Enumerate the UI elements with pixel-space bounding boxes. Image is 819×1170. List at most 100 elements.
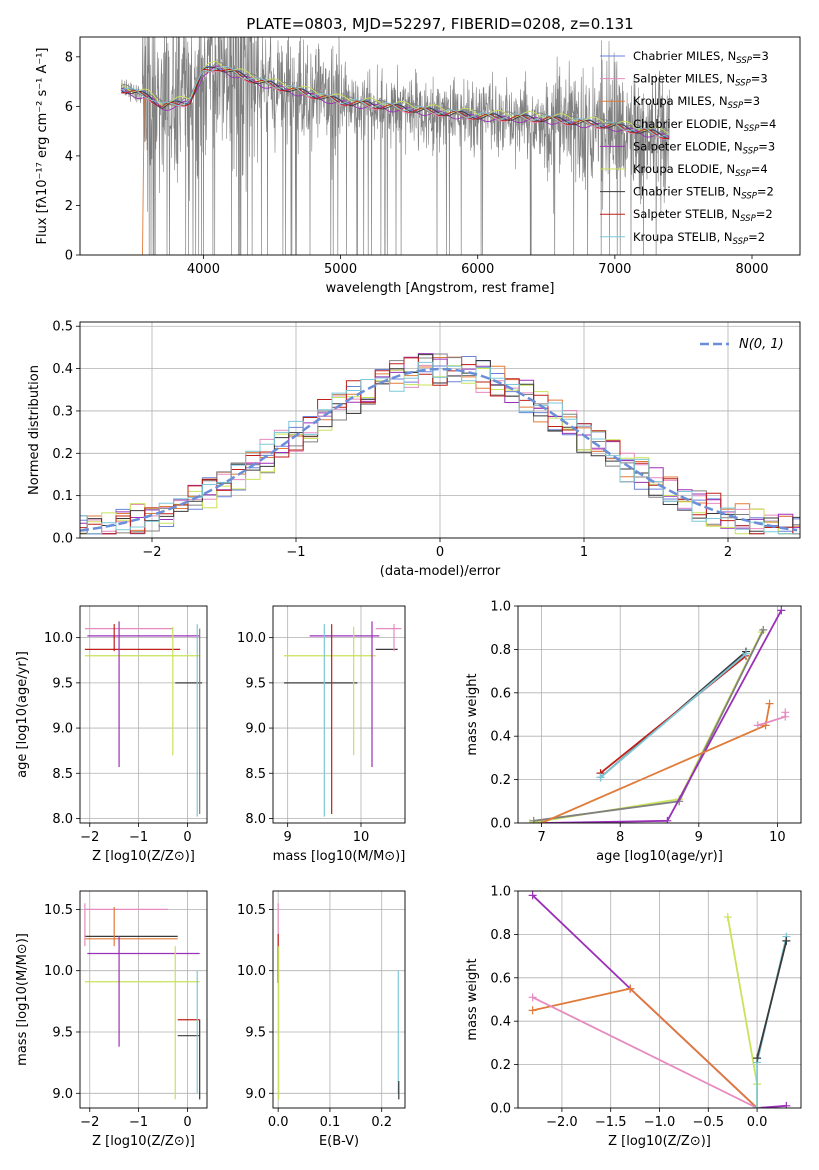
age_vs_Z-xlabel: Z [log10(Z/Z⊙)]: [92, 849, 195, 864]
massweight_vs_age-point-marker: [529, 816, 538, 823]
mass_vs_Z-frame: [79, 890, 208, 1109]
legend-label-suffix: =2: [756, 207, 773, 221]
legend-label: Kroupa MILES, NSSP=3: [633, 94, 760, 111]
mass_vs_ebv-xtick-label: 0.2: [371, 1115, 392, 1130]
age_vs_mass-ytick-label: 9.0: [245, 722, 266, 737]
age_vs_Z-xtick-label: −1: [129, 830, 148, 845]
age_vs_Z-ytick-label: 9.5: [52, 676, 73, 691]
massweight_vs_age-frame: [517, 605, 802, 824]
age_vs_Z-ylabel: age [log10(age/yr)]: [15, 651, 30, 778]
mass_vs_ebv-ytick-label: 9.0: [245, 1087, 266, 1102]
spectrum-model-line: [120, 66, 670, 140]
age_vs_mass-ytick-label: 8.5: [245, 767, 266, 782]
legend-label-sub: SSP: [740, 214, 756, 224]
spectrum-ytick-label: 6: [65, 100, 73, 115]
legend-label-suffix: =2: [748, 230, 765, 244]
massweight_vs_age-xtick-label: 8: [616, 830, 624, 845]
legend-label-sub: SSP: [744, 124, 760, 134]
massweight_vs_age-ytick-label: 0.6: [490, 686, 511, 701]
legend-label-text: Salpeter STELIB, N: [633, 207, 740, 221]
massweight_vs_age-ytick-label: 0.4: [490, 730, 511, 745]
legend-label-suffix: =3: [752, 49, 769, 63]
massweight_vs_Z-point-marker: [753, 1104, 762, 1108]
residuals-xtick-label: −1: [286, 545, 305, 560]
spectrum-xtick-label: 4000: [187, 262, 220, 277]
residuals-xtick-label: −2: [142, 545, 161, 560]
massweight_vs_Z-xtick-label: −1.5: [595, 1115, 627, 1130]
residuals-frame: [79, 321, 801, 539]
residuals-ylabel: Normed distribution: [27, 365, 42, 495]
spectrum-data-line: [120, 37, 670, 255]
spectrum-plot-area: [120, 37, 670, 255]
spectrum-axes: 4000 5000 6000 7000 8000 0 2 4 6 8 wavelength [Ang…: [35, 36, 801, 296]
legend-label-sub: SSP: [735, 169, 751, 179]
legend-label-suffix: =3: [758, 139, 775, 153]
mass_vs_Z-ylabel: mass [log10(M/M⊙)]: [15, 933, 30, 1066]
spectrum-xtick-label: 7000: [598, 262, 631, 277]
legend-label: Chabrier ELODIE, NSSP=4: [633, 117, 776, 134]
massweight_vs_age-point-marker: [753, 721, 762, 730]
massweight_vs_Z-point-marker: [782, 1101, 791, 1108]
mass_vs_ebv-xtick-label: 0.0: [268, 1115, 289, 1130]
age_vs_mass-xlabel: mass [log10(M/M⊙)]: [273, 849, 406, 864]
massweight_vs_Z-series-line: [532, 987, 758, 1108]
massweight_vs_age-point-marker: [777, 606, 786, 615]
normal-curve-line: [80, 367, 798, 532]
legend-label-text: Chabrier ELODIE, N: [633, 117, 744, 131]
age_vs_Z-axes: −2 −1 0 8.0 8.5 9.0 9.5 10.0 Z [log10(Z/Z⊙)] age …: [15, 605, 208, 864]
spectrum-model-line: [120, 65, 670, 137]
legend-label-text: Salpeter ELODIE, N: [633, 139, 743, 153]
age_vs_mass-plot-area: [273, 606, 405, 823]
spectrum-ylabel: Flux [fλ10⁻¹⁷ erg cm⁻² s⁻¹ A⁻¹]: [35, 48, 50, 245]
legend-label-text: Chabrier STELIB, N: [633, 185, 741, 199]
mass_vs_ebv-ytick-label: 9.5: [245, 1025, 266, 1040]
age_vs_Z-ytick-label: 8.0: [52, 812, 73, 827]
mass_vs_ebv-ytick-label: 10.0: [237, 964, 266, 979]
legend-label-suffix: =4: [751, 162, 768, 176]
age_vs_Z-xtick-label: −2: [80, 830, 99, 845]
massweight_vs_age-point-marker: [781, 708, 790, 717]
massweight_vs_Z-point-marker: [528, 993, 537, 1002]
massweight_vs_Z-ytick-label: 0.6: [490, 971, 511, 986]
legend-label-suffix: =2: [757, 185, 774, 199]
massweight_vs_age-series-line: [529, 631, 763, 823]
legend-label-sub: SSP: [735, 79, 751, 89]
age_vs_mass-frame: [272, 605, 406, 824]
spectrum-xlabel: wavelength [Angstrom, rest frame]: [326, 281, 555, 296]
legend-label-suffix: =3: [751, 72, 768, 86]
massweight_vs_age-series-line: [541, 609, 783, 823]
massweight_vs_age-xtick-label: 7: [537, 830, 545, 845]
age_vs_mass-ytick-label: 9.5: [245, 676, 266, 691]
spectrum-ytick-label: 2: [65, 199, 73, 214]
massweight_vs_age-point-marker: [537, 819, 546, 823]
mass_vs_Z-ytick-label: 10.5: [44, 903, 73, 918]
mass_vs_ebv-xtick-label: 0.1: [320, 1115, 341, 1130]
mass_vs_Z-axes: −2 −1 0 9.0 9.5 10.0 10.5 Z [log10(Z/Z⊙)] mass […: [15, 890, 208, 1149]
massweight_vs_Z-ytick-label: 0.8: [490, 928, 511, 943]
age_vs_Z-plot-area: [80, 606, 207, 823]
mass_vs_Z-ytick-label: 10.0: [44, 964, 73, 979]
figure-title: PLATE=0803, MJD=52297, FIBERID=0208, z=0…: [246, 15, 633, 33]
residuals-plot-area: [80, 322, 800, 538]
massweight_vs_age-xtick-label: 9: [695, 830, 703, 845]
massweight_vs_age-ytick-label: 0.2: [490, 773, 511, 788]
massweight_vs_age-point-marker: [663, 816, 672, 823]
massweight_vs_age-ytick-label: 0.8: [490, 643, 511, 658]
legend-label-text: Chabrier MILES, N: [633, 49, 736, 63]
massweight_vs_Z-point-marker: [626, 984, 635, 993]
residual-histogram-step: [80, 357, 800, 535]
residuals-ytick-label: 0.3: [52, 404, 73, 419]
spectrum-frame: [79, 36, 801, 256]
legend-label-text: Kroupa ELODIE, N: [633, 162, 735, 176]
massweight_vs_Z-xtick-label: −0.5: [693, 1115, 725, 1130]
legend-label: Salpeter ELODIE, NSSP=3: [633, 139, 775, 156]
spectrum-model-line: [120, 65, 670, 138]
legend-label-text: Kroupa MILES, N: [633, 94, 728, 108]
spectrum-xtick-label: 6000: [461, 262, 494, 277]
residuals-xtick-label: 0: [436, 545, 444, 560]
spectrum-xtick-label: 8000: [735, 262, 768, 277]
massweight_vs_Z-point-marker: [782, 936, 791, 945]
residuals-ytick-label: 0.5: [52, 320, 73, 335]
